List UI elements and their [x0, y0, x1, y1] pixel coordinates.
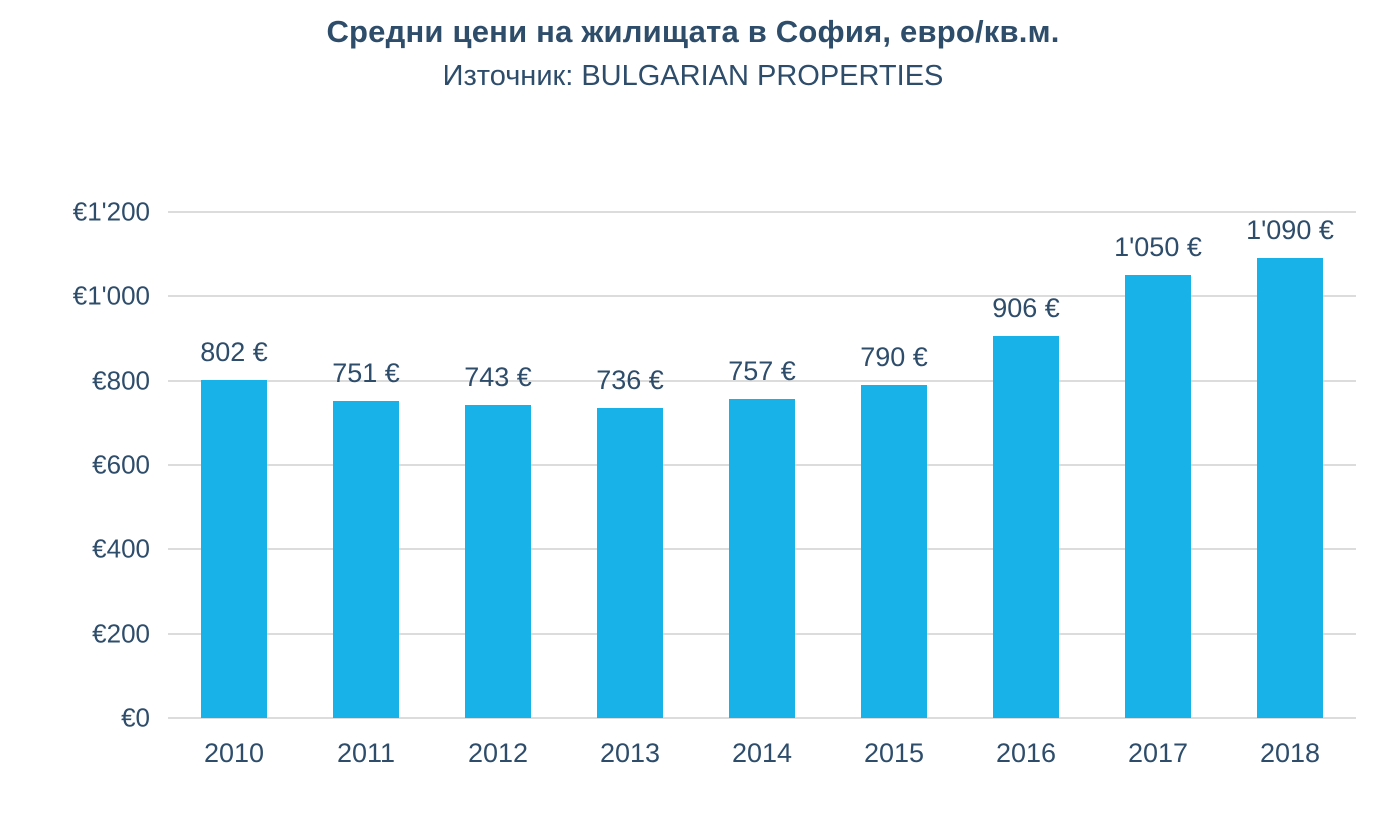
bar-value-label: 1'090 €: [1246, 215, 1334, 245]
bar-2011: [333, 401, 399, 718]
bar-value-label: 757 €: [728, 356, 796, 386]
bar-value-label: 906 €: [992, 293, 1060, 323]
chart-title: Средни цени на жилищата в София, евро/кв…: [326, 14, 1060, 49]
bar-value-label: 1'050 €: [1114, 232, 1202, 262]
bar-value-label: 743 €: [464, 362, 532, 392]
gridline: [168, 717, 1356, 719]
bar-2014: [729, 399, 795, 718]
y-axis-tick-label: €1'000: [72, 280, 150, 311]
x-axis-tick-label: 2010: [203, 738, 265, 768]
x-axis-tick-label: 2014: [731, 738, 793, 768]
x-axis-tick-label: 2013: [599, 738, 661, 768]
plot-area: €1'200 €1'000 €800 €600 €400 €200 €0 802 € 751 …: [73, 197, 1356, 768]
y-axis-tick-label: €600: [92, 449, 150, 480]
bar-value-label: 790 €: [860, 342, 928, 372]
x-axis-tick-label: 2012: [467, 738, 529, 768]
x-axis-tick-label: 2011: [336, 738, 396, 768]
y-axis-tick-label: €1'200: [72, 196, 150, 227]
bar-value-label: 736 €: [596, 365, 664, 395]
gridline: [168, 295, 1356, 298]
y-axis-tick-label: €0: [121, 702, 150, 733]
gridline: [168, 211, 1356, 213]
x-axis-tick-label: 2018: [1259, 738, 1321, 768]
y-axis-tick-label: €800: [92, 365, 150, 396]
bar-value-label: 802 €: [200, 337, 268, 367]
x-axis-tick-label: 2016: [995, 738, 1057, 768]
y-axis-tick-label: €400: [92, 533, 150, 564]
chart-subtitle: Източник: BULGARIAN PROPERTIES: [442, 60, 944, 92]
bar-2013: [597, 408, 663, 718]
bar-2018: [1257, 258, 1323, 718]
y-axis-tick-label: €200: [92, 618, 150, 649]
bar-2015: [861, 385, 927, 718]
x-axis-tick-label: 2015: [863, 738, 925, 768]
bar-2012: [465, 405, 531, 718]
x-axis-tick-label: 2017: [1127, 738, 1189, 768]
bar-2017: [1125, 275, 1191, 718]
bar-2016: [993, 336, 1059, 718]
bar-2010: [201, 380, 267, 718]
bar-value-label: 751 €: [332, 358, 400, 388]
gridline: [168, 379, 1356, 382]
